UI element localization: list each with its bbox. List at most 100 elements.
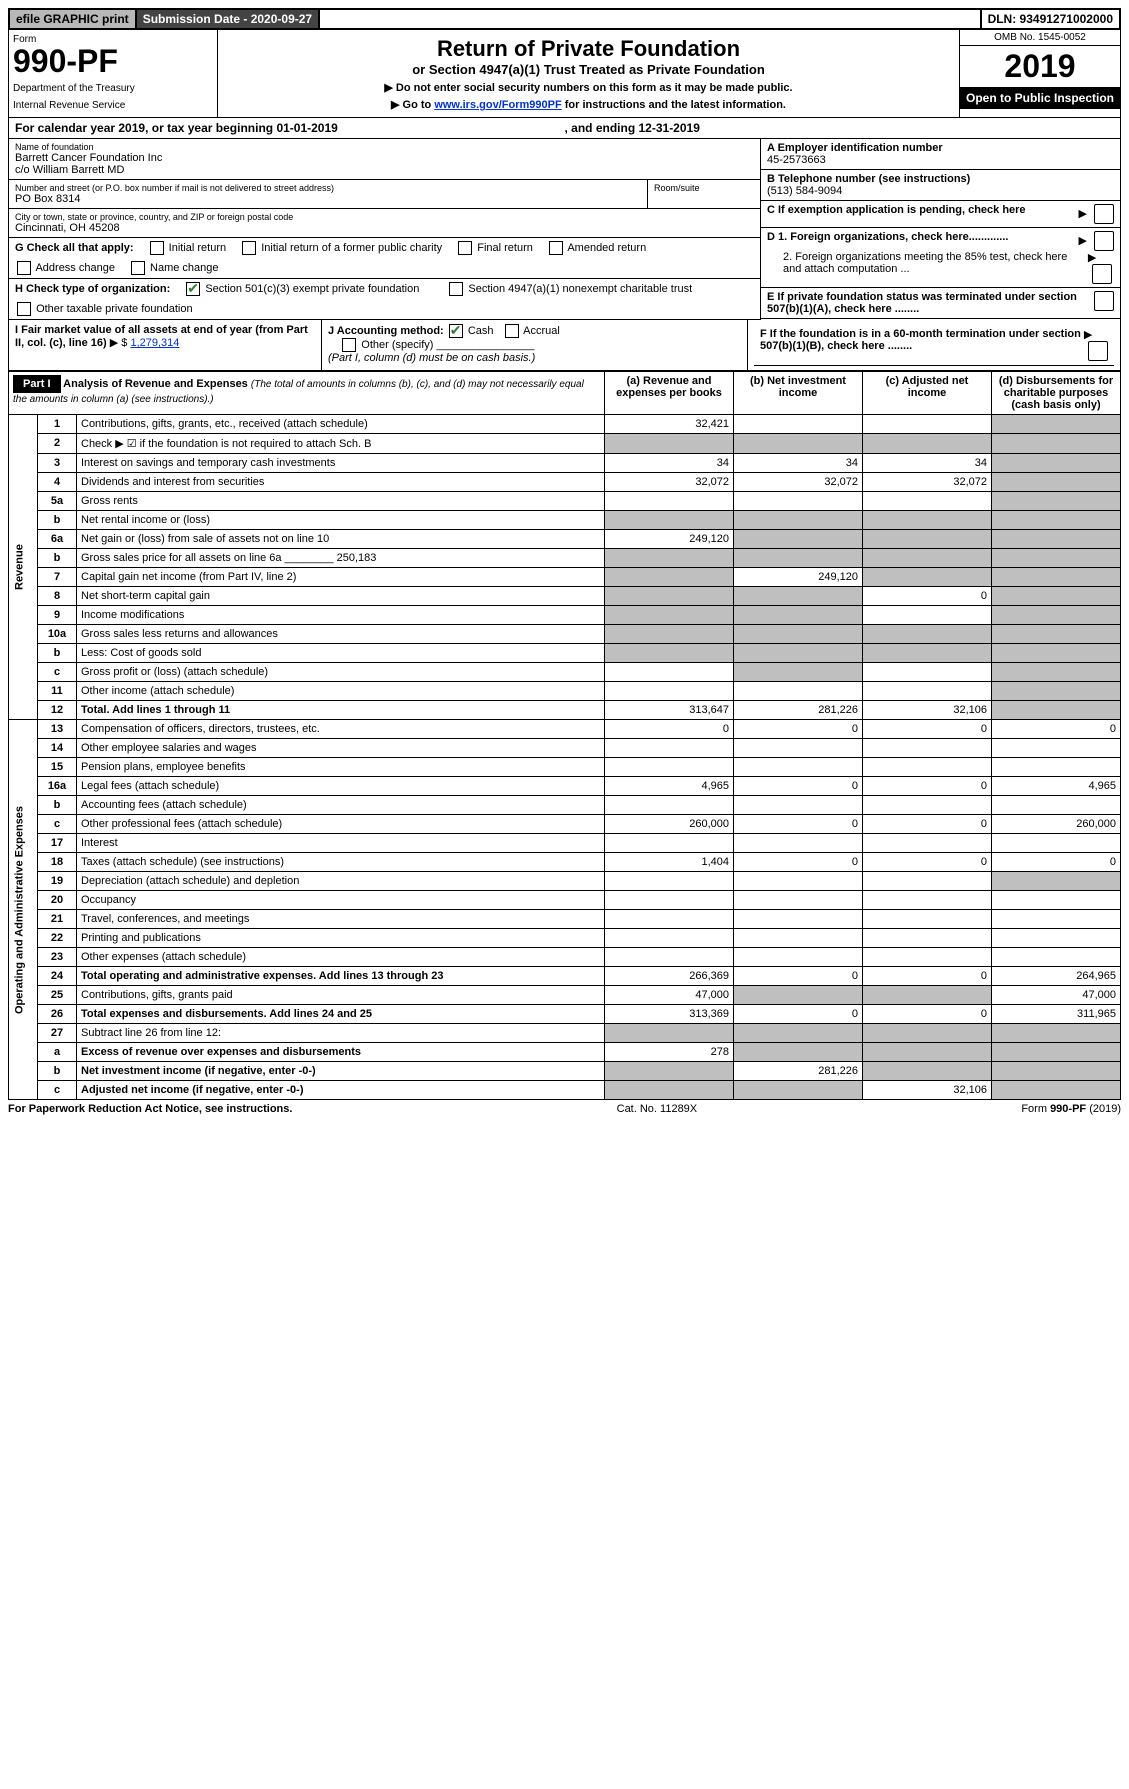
table-row: 11Other income (attach schedule) [9,682,1121,701]
form-subtitle: or Section 4947(a)(1) Trust Treated as P… [222,62,955,77]
section-j: J Accounting method: Cash Accrual Other … [322,320,747,371]
row-label: Compensation of officers, directors, tru… [77,720,605,739]
row-number: 21 [38,910,77,929]
row-number: 13 [38,720,77,739]
cell-a [605,492,734,511]
chk-cash[interactable] [449,324,463,338]
j-cash: Cash [468,325,494,337]
table-row: bNet investment income (if negative, ent… [9,1062,1121,1081]
irs-link[interactable]: www.irs.gov/Form990PF [434,99,561,111]
cell-c [863,872,992,891]
chk-4947a1[interactable] [449,282,463,296]
chk-name-change[interactable] [131,261,145,275]
c-label: C If exemption application is pending, c… [767,204,1026,224]
city-label: City or town, state or province, country… [15,212,754,222]
row-label: Occupancy [77,891,605,910]
chk-initial-return[interactable] [150,241,164,255]
cell-c [863,663,992,682]
table-row: cAdjusted net income (if negative, enter… [9,1081,1121,1100]
dept-irs: Internal Revenue Service [13,100,213,111]
row-number: 6a [38,530,77,549]
cell-c [863,434,992,454]
cell-d [992,473,1121,492]
row-number: b [38,549,77,568]
instr-post: for instructions and the latest informat… [565,99,786,111]
chk-other-taxable[interactable] [17,302,31,316]
table-row: 22Printing and publications [9,929,1121,948]
cell-c: 0 [863,815,992,834]
cell-b [734,549,863,568]
row-number: 10a [38,625,77,644]
cell-b [734,663,863,682]
info-left: Name of foundation Barrett Cancer Founda… [9,139,760,320]
row-number: 18 [38,853,77,872]
chk-other-method[interactable] [342,338,356,352]
cell-d [992,758,1121,777]
row-number: b [38,796,77,815]
chk-initial-former[interactable] [242,241,256,255]
cell-b [734,625,863,644]
cell-c: 0 [863,853,992,872]
cell-a: 313,369 [605,1005,734,1024]
table-row: 25Contributions, gifts, grants paid47,00… [9,986,1121,1005]
header-right: OMB No. 1545-0052 2019 Open to Public In… [959,30,1120,117]
cell-c: 34 [863,454,992,473]
e-block: E If private foundation status was termi… [761,288,1120,319]
cell-a [605,891,734,910]
cell-c: 0 [863,587,992,606]
table-row: 19Depreciation (attach schedule) and dep… [9,872,1121,891]
cell-a: 4,965 [605,777,734,796]
cell-c: 32,106 [863,1081,992,1100]
open-to-public: Open to Public Inspection [960,87,1120,109]
row-number: a [38,1043,77,1062]
row-number: c [38,1081,77,1100]
chk-501c3[interactable] [186,282,200,296]
chk-c[interactable] [1094,204,1114,224]
addr-label: Number and street (or P.O. box number if… [15,183,641,193]
row-label: Other professional fees (attach schedule… [77,815,605,834]
cell-c [863,415,992,434]
dept-treasury: Department of the Treasury [13,83,213,94]
row-label: Net rental income or (loss) [77,511,605,530]
section-ij-row: I Fair market value of all assets at end… [8,320,1121,371]
chk-f[interactable] [1088,341,1108,361]
cell-b [734,644,863,663]
cell-d [992,568,1121,587]
row-number: 3 [38,454,77,473]
phone-label: B Telephone number (see instructions) [767,173,1114,185]
chk-d2[interactable] [1092,264,1112,284]
cell-d: 4,965 [992,777,1121,796]
chk-address-change[interactable] [17,261,31,275]
row-number: 8 [38,587,77,606]
row-label: Gross profit or (loss) (attach schedule) [77,663,605,682]
chk-accrual[interactable] [505,324,519,338]
col-c-header: (c) Adjusted net income [863,372,992,415]
row-label: Income modifications [77,606,605,625]
cell-d [992,511,1121,530]
chk-amended-return[interactable] [549,241,563,255]
chk-d1[interactable] [1094,231,1114,251]
cell-d [992,415,1121,434]
table-row: 9Income modifications [9,606,1121,625]
table-row: bGross sales price for all assets on lin… [9,549,1121,568]
cell-c [863,891,992,910]
chk-final-return[interactable] [458,241,472,255]
row-number: b [38,1062,77,1081]
efile-print-button[interactable]: efile GRAPHIC print [10,10,137,28]
section-i: I Fair market value of all assets at end… [9,320,322,371]
form-number: 990-PF [13,45,213,77]
table-row: aExcess of revenue over expenses and dis… [9,1043,1121,1062]
i-val[interactable]: 1,279,314 [130,337,179,349]
j-other: Other (specify) [361,339,433,351]
chk-e[interactable] [1094,291,1114,311]
row-number: 12 [38,701,77,720]
cell-b: 281,226 [734,701,863,720]
phone-block: B Telephone number (see instructions) (5… [761,170,1120,201]
row-label: Total operating and administrative expen… [77,967,605,986]
g-opt-5: Name change [150,262,219,274]
cell-c [863,606,992,625]
cell-c: 0 [863,967,992,986]
cell-b [734,929,863,948]
cy-end: , and ending 12-31-2019 [565,121,1115,135]
cell-a [605,758,734,777]
